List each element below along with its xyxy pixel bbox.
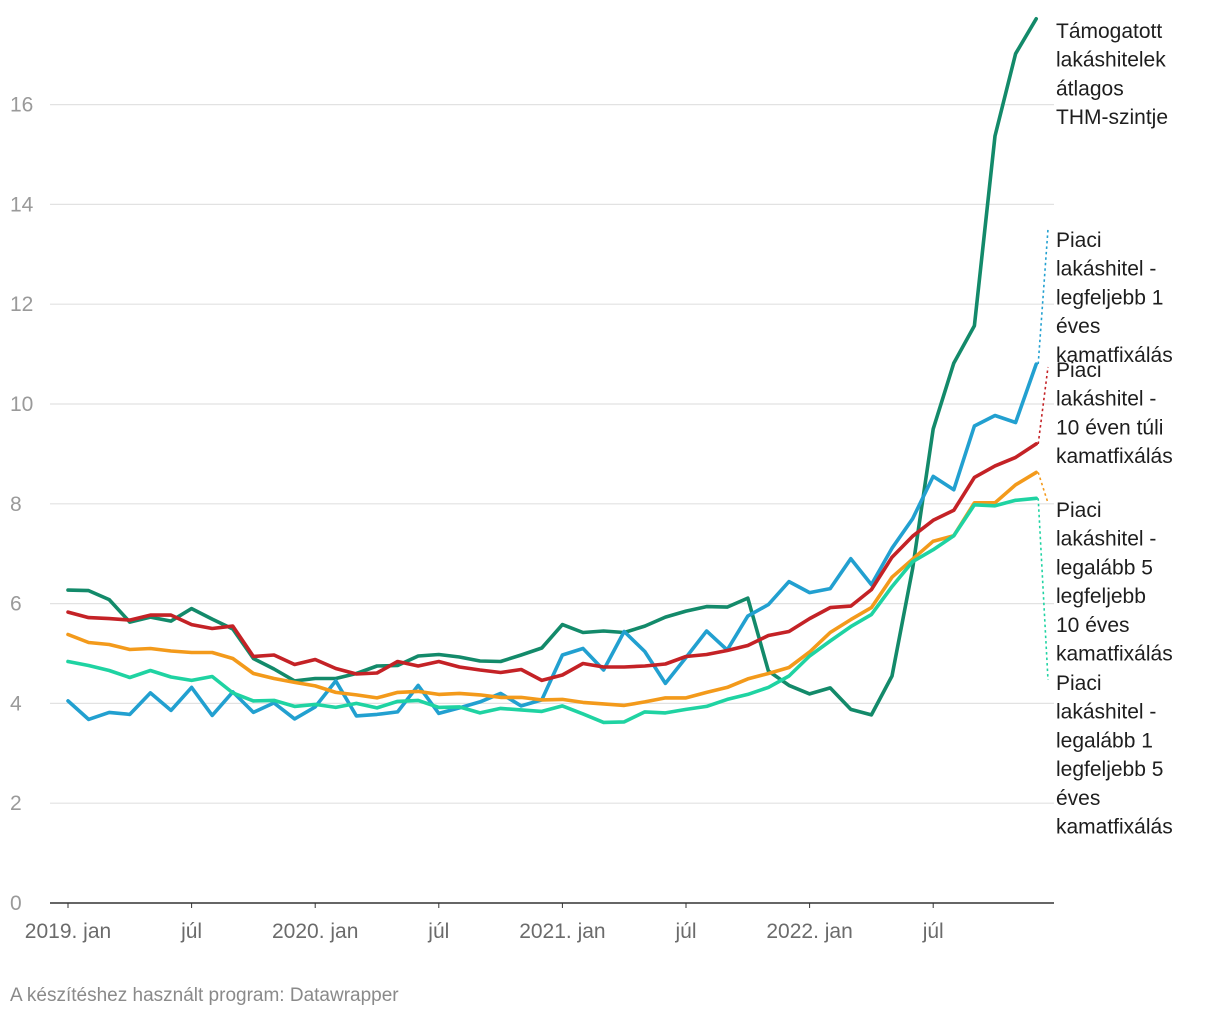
label-connector-4: [1037, 498, 1049, 681]
series-label-line: Piaci: [1056, 499, 1102, 522]
series-label-line: kamatfixálás: [1056, 643, 1173, 666]
x-tick-label: júl: [427, 920, 449, 943]
series-label-line: lakáshitel -: [1056, 528, 1156, 551]
y-tick-label-6: 6: [10, 593, 22, 616]
label-connector-2: [1037, 366, 1049, 445]
series-label-line: 10 éven túli: [1056, 416, 1163, 439]
series-line-3: [66, 470, 1038, 708]
series-label-3: Piaci lakáshitel - legalább 5 legfeljebb 10 …: [1056, 499, 1173, 666]
x-tick-label: 2022. jan: [766, 920, 852, 943]
y-tick-label-10: 10: [10, 393, 33, 416]
series-label-line: lakáshitelek: [1056, 49, 1166, 72]
label-connector-1: [1037, 228, 1049, 365]
series-label-line: Támogatott: [1056, 20, 1162, 43]
series-label-line: legfeljebb 1: [1056, 286, 1163, 309]
x-tick-label: 2021. jan: [519, 920, 605, 943]
series-label-line: éves: [1056, 315, 1100, 338]
series-label-line: Piaci: [1056, 672, 1102, 695]
series-label-2: Piaci lakáshitel - 10 éven túli kamatfixálá…: [1056, 359, 1173, 468]
series-label-line: legfeljebb: [1056, 585, 1146, 608]
y-tick-label-12: 12: [10, 293, 33, 316]
series-label-line: kamatfixálás: [1056, 445, 1173, 468]
series-label-line: éves: [1056, 787, 1100, 810]
series-label-line: átlagos: [1056, 77, 1124, 100]
x-tick-label: júl: [180, 920, 202, 943]
series-label-line: legfeljebb 5: [1056, 758, 1163, 781]
series-lines: [66, 17, 1038, 725]
x-tick-label: 2020. jan: [272, 920, 358, 943]
label-connector-3: [1037, 472, 1049, 504]
series-label-line: lakáshitel -: [1056, 258, 1156, 281]
x-tick-label: júl: [922, 920, 944, 943]
series-labels: Támogatott lakáshitelek átlagos THM-szintje…: [1056, 20, 1173, 839]
x-axis-ticks: 2019. jan júl 2020. jan júl 2021. jan júl 2022…: [25, 903, 944, 943]
y-axis-ticks: 0 2 4 6 8 10 12 14 16: [10, 94, 34, 915]
y-tick-label-0: 0: [10, 892, 22, 915]
series-label-line: legalább 5: [1056, 556, 1153, 579]
label-connectors: [1037, 228, 1049, 681]
series-label-1: Piaci lakáshitel - legfeljebb 1 éves kamatfi…: [1056, 229, 1173, 367]
credit-text: A készítéshez használt program: Datawrap…: [10, 985, 399, 1006]
x-tick-label: 2019. jan: [25, 920, 111, 943]
y-tick-label-14: 14: [10, 193, 34, 216]
y-tick-label-16: 16: [10, 94, 33, 117]
x-tick-label: júl: [674, 920, 696, 943]
series-label-line: lakáshitel -: [1056, 388, 1156, 411]
series-line-2: [66, 442, 1038, 683]
series-label-line: lakáshitel -: [1056, 701, 1156, 724]
series-label-4: Piaci lakáshitel - legalább 1 legfeljebb 5 é…: [1056, 672, 1173, 839]
y-tick-label-4: 4: [10, 692, 22, 715]
series-line-0: [66, 17, 1038, 717]
series-label-line: legalább 1: [1056, 729, 1153, 752]
series-label-line: kamatfixálás: [1056, 816, 1173, 839]
series-line-4: [66, 496, 1038, 725]
gridlines: [50, 103, 1054, 904]
series-label-line: THM-szintje: [1056, 106, 1168, 129]
y-tick-label-8: 8: [10, 493, 22, 516]
series-label-line: Piaci: [1056, 229, 1102, 252]
series-label-0: Támogatott lakáshitelek átlagos THM-szintje: [1056, 20, 1168, 129]
series-label-line: kamatfixálás: [1056, 344, 1173, 367]
series-label-line: Piaci: [1056, 359, 1102, 382]
series-label-line: 10 éves: [1056, 614, 1130, 637]
series-line-1: [66, 362, 1038, 722]
y-tick-label-2: 2: [10, 792, 22, 815]
